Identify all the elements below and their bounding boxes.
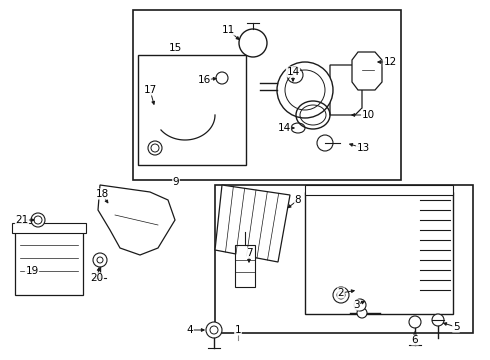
Text: 9: 9 <box>172 177 179 187</box>
Text: 5: 5 <box>453 322 459 332</box>
Text: 15: 15 <box>169 43 182 53</box>
Bar <box>235 245 255 287</box>
Text: 16: 16 <box>197 75 211 85</box>
Text: 4: 4 <box>187 325 194 335</box>
Text: 14: 14 <box>286 67 299 77</box>
Text: 20: 20 <box>91 273 103 283</box>
Circle shape <box>333 287 349 303</box>
Circle shape <box>31 213 45 227</box>
Text: 19: 19 <box>25 266 39 276</box>
Text: 12: 12 <box>383 57 396 67</box>
Text: 13: 13 <box>356 143 369 153</box>
Text: 6: 6 <box>412 335 418 345</box>
Text: 8: 8 <box>294 195 301 205</box>
Polygon shape <box>352 52 382 90</box>
Text: 11: 11 <box>221 25 235 35</box>
Text: 17: 17 <box>144 85 157 95</box>
Circle shape <box>277 62 333 118</box>
Text: 1: 1 <box>235 325 241 335</box>
Polygon shape <box>98 185 175 255</box>
Bar <box>15 230 83 295</box>
Text: 18: 18 <box>96 189 109 199</box>
Circle shape <box>206 322 222 338</box>
Text: 10: 10 <box>362 110 374 120</box>
Bar <box>305 185 453 195</box>
Circle shape <box>432 314 444 326</box>
Bar <box>12 223 86 233</box>
Circle shape <box>93 253 107 267</box>
Polygon shape <box>215 185 290 262</box>
Text: 2: 2 <box>338 288 344 298</box>
Text: 21: 21 <box>15 215 28 225</box>
Circle shape <box>409 316 421 328</box>
Text: 7: 7 <box>245 248 252 258</box>
Polygon shape <box>330 65 362 115</box>
Circle shape <box>354 299 366 311</box>
Bar <box>133 10 401 180</box>
Bar <box>215 185 473 333</box>
Text: 14: 14 <box>277 123 291 133</box>
Circle shape <box>357 308 367 318</box>
Bar <box>305 192 453 314</box>
Text: 3: 3 <box>353 300 359 310</box>
Bar <box>138 55 246 165</box>
